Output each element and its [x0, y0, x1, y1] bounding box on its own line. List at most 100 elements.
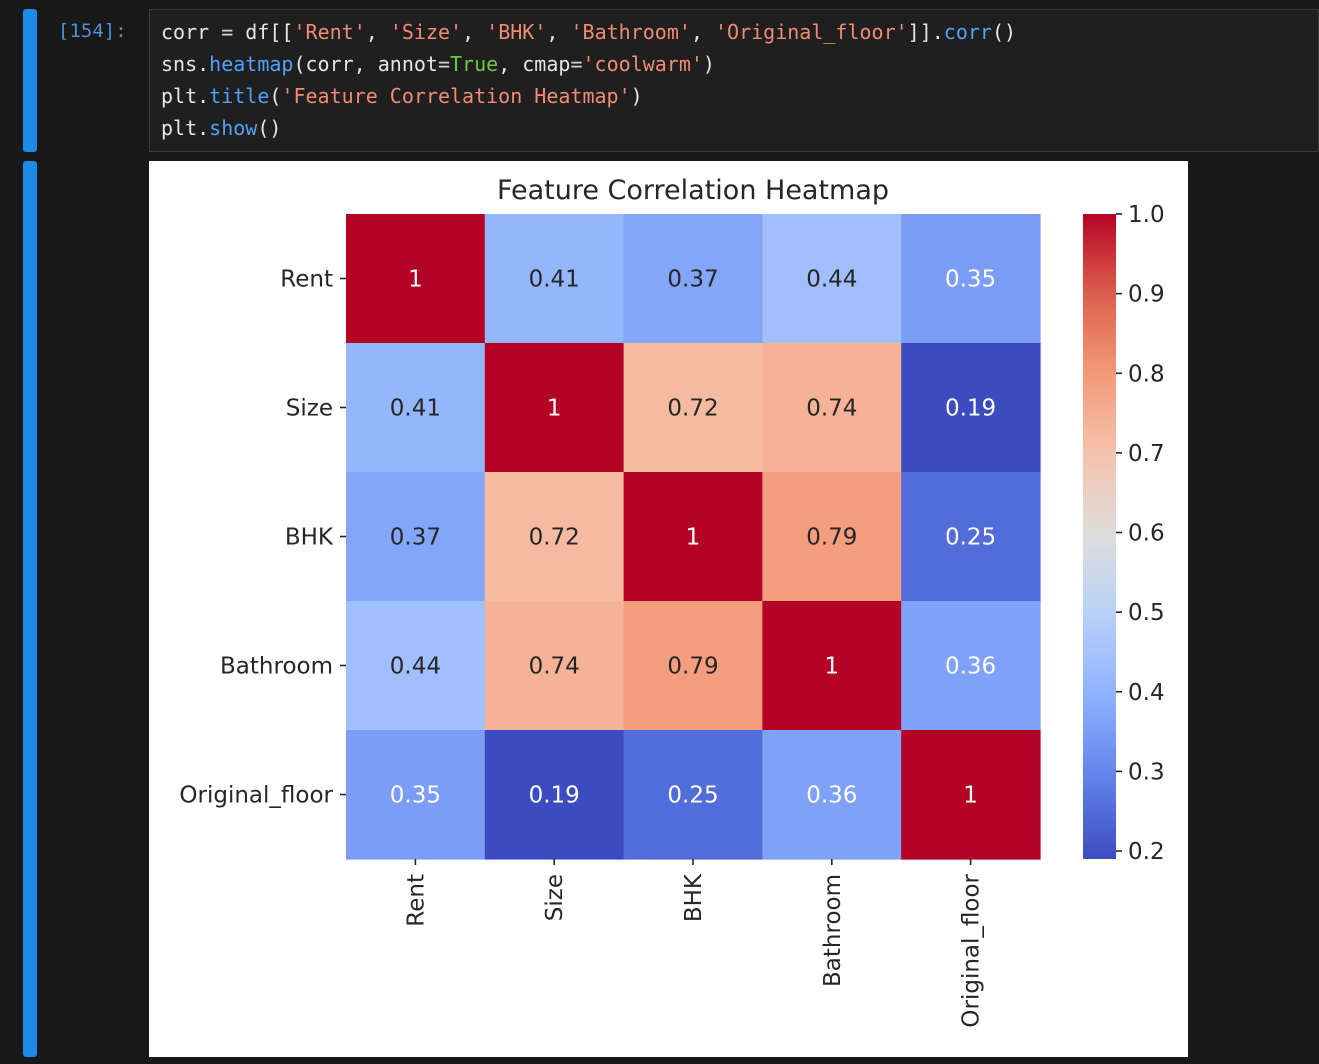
colorbar-tick-label: 0.6	[1128, 521, 1165, 547]
code-token: plt.	[161, 84, 210, 108]
code-token: show	[209, 116, 258, 140]
colorbar-tick-label: 0.9	[1128, 282, 1165, 308]
colorbar-tick-label: 0.3	[1128, 759, 1165, 785]
code-token: ,	[546, 20, 571, 44]
heatmap-cell	[484, 343, 625, 473]
cell-annotation: 0.72	[529, 525, 580, 551]
code-token: ,	[365, 20, 390, 44]
heatmap-cell	[346, 730, 486, 860]
cell-annotation: 1	[547, 396, 562, 422]
code-token: plt.	[161, 116, 210, 140]
code-token: =	[437, 52, 451, 76]
heatmap-cell	[901, 601, 1041, 731]
colorbar	[1083, 214, 1116, 859]
code-token: , cmap	[498, 52, 571, 76]
code-token: sns.	[161, 52, 210, 76]
cell-annotation: 0.79	[806, 525, 857, 551]
code-line: corr = df[['Rent', 'Size', 'BHK', 'Bathr…	[161, 20, 1016, 44]
cell-annotation: 0.79	[667, 654, 718, 680]
x-tick-label: Size	[542, 874, 568, 921]
code-token: ()	[257, 116, 282, 140]
y-tick-label: Rent	[280, 267, 333, 293]
code-token: =	[221, 20, 234, 44]
heatmap-chart: Feature Correlation Heatmap 1 0.41 0.37 0.4…	[179, 175, 1165, 1028]
heatmap-cell	[484, 214, 625, 344]
colorbar-tick-label: 0.8	[1128, 361, 1165, 387]
heatmap-cell	[901, 214, 1041, 344]
cell-annotation: 0.72	[667, 396, 718, 422]
cell-annotation: 0.35	[390, 783, 441, 809]
y-tick-label: Original_floor	[179, 783, 333, 809]
x-tick-label: Original_floor	[959, 873, 985, 1027]
cell-annotation: 1	[408, 267, 423, 293]
heatmap-cell	[901, 472, 1041, 602]
y-tick-label: Size	[286, 396, 333, 422]
cell-annotation: 0.25	[667, 783, 718, 809]
colorbar-tick-label: 0.5	[1128, 600, 1165, 626]
code-token: ]].	[907, 20, 944, 44]
heatmap-cell	[901, 730, 1041, 860]
heatmap-cell	[901, 343, 1041, 473]
cell-annotation: 0.37	[390, 525, 441, 551]
input-cell-indicator[interactable]	[23, 9, 37, 152]
heatmap-cell	[346, 343, 486, 473]
heatmap-cell	[623, 601, 763, 731]
x-tick-label: Rent	[403, 874, 429, 927]
heatmap-cell	[346, 601, 486, 731]
cell-annotation: 1	[824, 654, 839, 680]
execution-count: [154]:	[58, 20, 127, 42]
heatmap-cell	[623, 730, 763, 860]
code-token: title	[209, 84, 270, 108]
code-line: plt.show()	[161, 116, 281, 140]
code-token: (corr, annot	[293, 52, 438, 76]
code-token: 'Bathroom'	[570, 20, 691, 44]
cell-annotation: 1	[686, 525, 701, 551]
cell-annotation: 1	[963, 783, 978, 809]
code-token: 'BHK'	[486, 20, 547, 44]
cell-annotation: 0.41	[529, 267, 580, 293]
heatmap-cell	[762, 601, 902, 731]
heatmap-cell	[484, 472, 625, 602]
code-token: 'Size'	[389, 20, 463, 44]
heatmap-cell	[623, 472, 763, 602]
chart-title: Feature Correlation Heatmap	[497, 175, 889, 206]
code-token: ,	[462, 20, 487, 44]
cell-annotation: 0.19	[529, 783, 580, 809]
cell-annotation: 0.36	[945, 654, 996, 680]
code-token: (	[269, 84, 282, 108]
x-tick-label: Bathroom	[820, 874, 846, 987]
code-token: ,	[690, 20, 715, 44]
cell-annotation: 0.74	[529, 654, 580, 680]
output-cell-indicator[interactable]	[23, 161, 37, 1057]
code-token: 'coolwarm'	[582, 52, 703, 76]
cell-annotation: 0.44	[390, 654, 441, 680]
code-token: corr	[943, 20, 992, 44]
y-tick-label: BHK	[285, 525, 334, 551]
code-line: sns.heatmap(corr, annot=True, cmap='cool…	[161, 52, 715, 76]
cell-annotation: 0.19	[945, 396, 996, 422]
code-token: )	[630, 84, 643, 108]
code-token: 'Rent'	[293, 20, 366, 44]
code-line: plt.title('Feature Correlation Heatmap')	[161, 84, 643, 108]
colorbar-tick-label: 0.4	[1128, 680, 1165, 706]
cell-annotation: 0.41	[390, 396, 441, 422]
code-token: corr	[161, 20, 222, 44]
colorbar-tick-label: 0.7	[1128, 441, 1165, 467]
cell-annotation: 0.25	[945, 525, 996, 551]
cell-output: Feature Correlation Heatmap 1 0.41 0.37 0.4…	[149, 161, 1188, 1057]
code-token: True	[450, 52, 499, 76]
code-token: =	[570, 52, 583, 76]
code-token: 'Original_floor'	[715, 20, 908, 44]
colorbar-tick-label: 0.2	[1128, 839, 1165, 865]
heatmap-cell	[762, 343, 902, 473]
cell-annotation: 0.44	[806, 267, 857, 293]
y-tick-label: Bathroom	[220, 654, 333, 680]
code-token: heatmap	[209, 52, 294, 76]
code-token: )	[702, 52, 715, 76]
heatmap-cell	[762, 214, 902, 344]
code-token: ()	[991, 20, 1017, 44]
cell-annotation: 0.74	[806, 396, 857, 422]
heatmap-cell	[762, 472, 902, 602]
heatmap-cell	[484, 601, 625, 731]
code-editor[interactable]: corr = df[['Rent', 'Size', 'BHK', 'Bathr…	[149, 9, 1319, 152]
